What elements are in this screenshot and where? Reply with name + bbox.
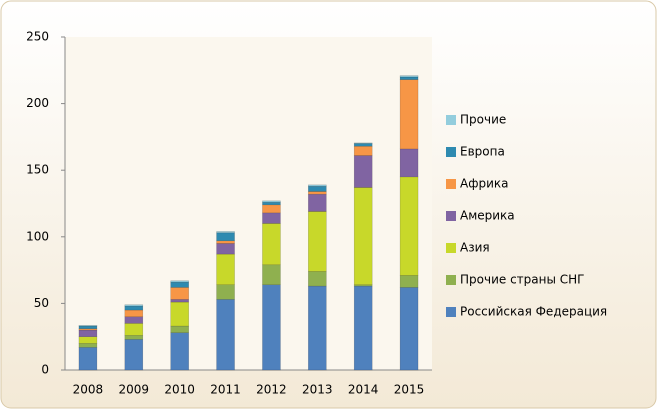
legend-swatch: [446, 179, 456, 189]
bar-segment: [170, 325, 189, 333]
bar-segment: [399, 287, 419, 371]
x-tick-label: 2015: [394, 383, 425, 397]
x-tick-label: 2008: [73, 383, 104, 397]
legend-label: Российская Федерация: [460, 305, 607, 319]
y-tick-label: 150: [26, 163, 49, 177]
x-tick-label: 2011: [210, 383, 241, 397]
bar-segment: [124, 323, 144, 336]
legend-swatch: [446, 275, 456, 285]
bar-segment: [170, 301, 189, 327]
bar-segment: [262, 212, 281, 224]
bar-segment: [216, 243, 235, 255]
bar-segment: [124, 305, 144, 311]
bar-segment: [353, 187, 373, 286]
bar-segment: [353, 142, 373, 144]
y-tick-label: 50: [34, 296, 49, 310]
legend-label: Африка: [460, 177, 509, 191]
bar-segment: [170, 287, 189, 300]
bar-segment: [124, 304, 144, 307]
bar-segment: [353, 155, 373, 188]
bar-segment: [399, 275, 419, 288]
bar-segment: [353, 143, 373, 147]
bar-segment: [353, 145, 373, 156]
x-tick-label: 2009: [119, 383, 150, 397]
legend-swatch: [446, 147, 456, 157]
bar-segment: [262, 204, 281, 214]
bar-segment: [78, 347, 98, 371]
bar-segment: [78, 329, 98, 337]
bar-segment: [308, 191, 327, 195]
bar-segment: [308, 271, 327, 287]
bar-segment: [170, 299, 189, 303]
bar-segment: [216, 231, 235, 234]
bar-segment: [216, 299, 235, 371]
y-tick-label: 100: [26, 229, 49, 243]
bar-segment: [399, 75, 419, 78]
bar-segment: [124, 339, 144, 371]
bar-segment: [308, 193, 327, 212]
bar-segment: [170, 280, 189, 283]
bar-segment: [216, 284, 235, 300]
bar-segment: [308, 211, 327, 272]
bar-segment: [124, 309, 144, 317]
legend-swatch: [446, 243, 456, 253]
bar-segment: [124, 316, 144, 324]
bar-segment: [399, 79, 419, 150]
bar-segment: [399, 176, 419, 276]
legend-label: Азия: [460, 241, 490, 255]
bar-segment: [78, 336, 98, 344]
x-tick-label: 2013: [302, 383, 333, 397]
bar-segment: [353, 285, 373, 371]
bar-segment: [216, 240, 235, 244]
bar-segment: [170, 281, 189, 288]
x-tick-label: 2012: [256, 383, 287, 397]
bar-segment: [308, 185, 327, 192]
y-tick-label: 200: [26, 96, 49, 110]
bar-segment: [262, 264, 281, 286]
legend-label: Прочие: [460, 113, 506, 127]
legend-label: Америка: [460, 209, 515, 223]
bar-segment: [216, 253, 235, 286]
bar-segment: [78, 325, 98, 327]
bar-segment: [399, 76, 419, 80]
bar-segment: [308, 184, 327, 187]
legend-swatch: [446, 307, 456, 317]
bar-segment: [399, 148, 419, 178]
bar-segment: [262, 201, 281, 206]
bar-segment: [124, 335, 144, 340]
bar-segment: [78, 325, 98, 329]
bar-segment: [262, 223, 281, 266]
y-tick-label: 0: [41, 363, 49, 377]
bar-segment: [308, 285, 327, 371]
legend-label: Прочие страны СНГ: [460, 273, 584, 287]
bar-segment: [262, 200, 281, 203]
bar-segment: [216, 232, 235, 242]
bar-segment: [78, 343, 98, 348]
y-tick-label: 250: [26, 30, 49, 44]
x-tick-label: 2010: [164, 383, 195, 397]
bar-segment: [262, 284, 281, 371]
legend-swatch: [446, 211, 456, 221]
x-tick-label: 2014: [348, 383, 379, 397]
legend-swatch: [446, 115, 456, 125]
bar-segment: [170, 332, 189, 371]
legend-label: Европа: [460, 145, 505, 159]
plot-area: [65, 37, 432, 370]
